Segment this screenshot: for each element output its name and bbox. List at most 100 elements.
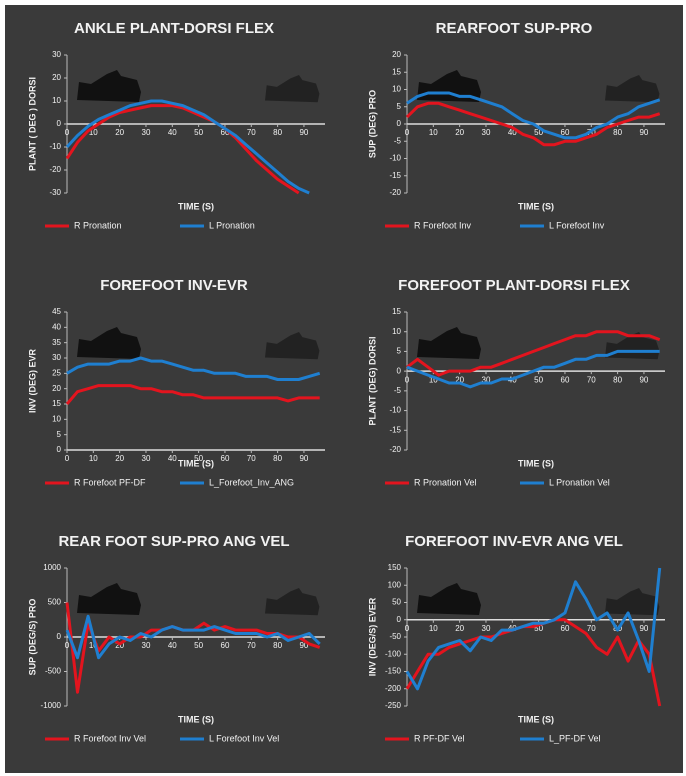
x-tick-label: 90 [639,375,648,384]
x-tick-label: 50 [194,641,203,650]
legend-label: L Forefoot Inv [549,220,605,230]
x-tick-label: 70 [247,128,256,137]
x-tick-label: 10 [429,128,438,137]
series-line [65,99,310,195]
x-tick-label: 30 [142,641,151,650]
x-tick-label: 50 [534,128,543,137]
shoe-icon [77,70,141,102]
y-tick-label: 50 [392,598,401,607]
x-tick-label: 70 [247,641,256,650]
y-tick-label: 15 [392,67,401,76]
legend-label: L Pronation [209,220,255,230]
chart-title: ANKLE PLANT-DORSI FLEX [74,20,274,37]
y-tick-label: 0 [397,615,402,624]
legend-label: L_Forefoot_Inv_ANG [209,477,294,487]
x-tick-label: 60 [221,454,230,463]
shoe-icon [265,588,320,616]
y-tick-label: -15 [389,425,401,434]
series-line [65,104,300,195]
series-line [65,614,321,660]
y-tick-label: 500 [48,598,62,607]
y-tick-label: 150 [388,563,402,572]
y-tick-label: 25 [52,368,61,377]
x-tick-label: 20 [455,624,464,633]
y-tick-label: -5 [394,136,402,145]
y-tick-label: 10 [392,85,401,94]
x-axis-label: TIME (S) [178,201,214,211]
legend-label: L_PF-DF Vel [549,733,601,743]
y-tick-label: 20 [392,50,401,59]
x-axis-label: TIME (S) [518,201,554,211]
y-tick-label: 10 [52,96,61,105]
shoe-icon [417,583,481,615]
y-tick-label: -200 [385,684,402,693]
y-tick-label: 15 [392,307,401,316]
x-tick-label: 60 [221,641,230,650]
y-tick-label: -30 [49,188,61,197]
x-tick-label: 40 [508,624,517,633]
shoe-icon [605,75,660,103]
y-tick-label: 10 [52,414,61,423]
x-tick-label: 0 [405,128,410,137]
x-tick-label: 0 [405,624,410,633]
chart-title: FOREFOOT INV-EVR [100,277,248,294]
y-tick-label: 5 [57,430,62,439]
y-tick-label: 0 [57,445,62,454]
chart-title: REAR FOOT SUP-PRO ANG VEL [58,533,289,550]
x-axis-label: TIME (S) [178,714,214,724]
x-tick-label: 80 [613,128,622,137]
y-tick-label: 30 [52,50,61,59]
x-axis-label: TIME (S) [178,458,214,468]
shoe-icon [417,327,481,359]
x-tick-label: 70 [587,375,596,384]
legend-label: R Forefoot Inv Vel [74,733,146,743]
x-tick-label: 80 [273,641,282,650]
y-tick-label: -1000 [41,701,62,710]
y-tick-label: 5 [397,347,402,356]
y-axis-label: SUP (DEG/S) PRO [27,599,37,676]
y-tick-label: 35 [52,338,61,347]
x-tick-label: 40 [508,128,517,137]
legend-label: R Pronation [74,220,122,230]
x-tick-label: 10 [89,128,98,137]
shoe-icon [77,583,141,615]
shoe-icon [605,588,660,616]
legend-label: L Pronation Vel [549,477,610,487]
y-tick-label: 30 [52,353,61,362]
x-tick-label: 80 [273,128,282,137]
x-tick-label: 70 [587,128,596,137]
x-tick-label: 20 [115,454,124,463]
x-tick-label: 50 [194,454,203,463]
series-line [406,349,660,389]
chart-title: REARFOOT SUP-PRO [436,20,593,37]
x-tick-label: 60 [561,624,570,633]
y-tick-label: -50 [389,632,401,641]
y-tick-label: -20 [49,165,61,174]
x-tick-label: 50 [194,128,203,137]
shoe-icon [265,332,320,360]
y-tick-label: 100 [388,580,402,589]
x-tick-label: 80 [273,454,282,463]
x-tick-label: 70 [587,624,596,633]
x-tick-label: 80 [613,375,622,384]
shoe-icon [265,75,320,103]
series-line [405,101,661,147]
y-axis-label: PLANT ( DEG ) DORSI [27,77,37,171]
x-axis-label: TIME (S) [518,714,554,724]
x-tick-label: 20 [455,128,464,137]
x-tick-label: 0 [405,375,410,384]
x-tick-label: 90 [639,128,648,137]
series-line [405,567,662,691]
y-tick-label: 20 [52,384,61,393]
x-tick-label: 60 [561,375,570,384]
series-line [65,384,320,405]
y-tick-label: 1000 [43,563,61,572]
x-axis-label: TIME (S) [518,458,554,468]
y-axis-label: INV (DEG/S) EVER [367,597,377,676]
x-tick-label: 90 [299,641,308,650]
legend-label: R Pronation Vel [414,477,477,487]
chart-title: FOREFOOT PLANT-DORSI FLEX [398,277,630,294]
series-line [406,330,661,377]
x-tick-label: 40 [168,128,177,137]
x-tick-label: 10 [429,624,438,633]
